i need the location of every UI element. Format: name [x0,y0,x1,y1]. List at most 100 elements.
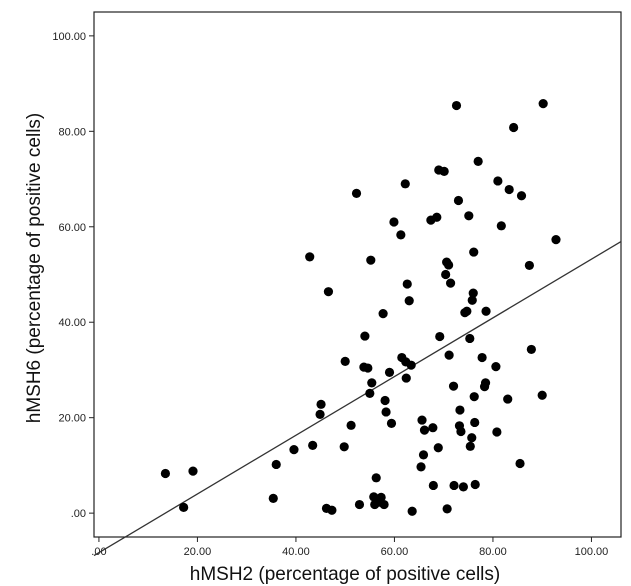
data-point [384,367,395,377]
data-point [419,425,430,435]
data-point [401,373,411,383]
data-point [462,306,472,316]
data-point [477,352,487,363]
data-point [473,156,483,166]
x-tick-label: 80.00 [479,546,507,558]
data-point [308,440,318,450]
data-point [433,443,443,453]
data-point [416,462,426,472]
data-point [323,287,334,297]
data-point [339,442,349,452]
data-point [481,306,491,316]
data-point [354,499,365,510]
plot-frame [93,11,622,538]
data-point [509,122,519,133]
data-point [315,409,325,419]
data-point [268,493,278,503]
data-point [428,480,438,491]
data-point [444,350,454,360]
data-point [160,468,171,479]
data-point [305,252,315,262]
data-point [346,420,356,430]
data-point [386,418,397,429]
data-point [496,221,506,231]
data-point [271,459,281,470]
data-point [467,433,477,443]
data-point [441,269,451,280]
data-point [188,466,198,476]
data-point [493,176,503,186]
data-point [371,473,381,483]
y-tick-label: 40.00 [58,317,86,329]
y-tick-label: 20.00 [58,413,86,425]
x-tick-label: 100.00 [575,546,609,558]
x-axis-title: hMSH2 (percentage of positive cells) [190,564,500,585]
data-point [407,506,417,516]
data-point [327,505,337,515]
data-point [464,211,474,221]
data-point [179,502,189,513]
y-axis: .00 20.00 40.00 60.00 80.00 100.00 [52,31,94,520]
data-point [445,278,456,288]
data-point [470,479,480,490]
data-point [467,295,477,305]
data-point [360,331,370,341]
data-point [435,331,445,342]
data-point [389,217,399,227]
data-point [365,388,375,398]
data-point [504,184,514,195]
data-point [465,333,475,344]
data-point [448,381,459,391]
data-point [503,394,513,404]
data-point [380,395,390,406]
y-axis-title: hMSH6 (percentage of positive cells) [24,113,45,423]
data-point [402,279,412,289]
data-point [363,363,373,373]
data-point [442,504,452,514]
data-point [492,427,502,437]
data-point [470,417,480,428]
data-point [456,426,466,437]
y-tick-label: 80.00 [58,126,86,138]
data-point [538,99,548,109]
data-point [491,362,501,372]
data-point [480,378,491,388]
data-point [376,492,386,502]
data-point [351,188,362,198]
y-tick-label: 60.00 [58,222,86,234]
data-point [468,288,478,298]
data-point [439,166,449,177]
data-point [367,378,377,388]
data-point [451,100,462,111]
data-point [469,392,479,402]
data-point [417,415,427,425]
data-point [432,212,442,222]
data-point [400,179,410,189]
data-point [551,235,561,245]
data-point [406,360,416,370]
data-point [537,390,547,400]
data-point [340,356,350,366]
data-point [449,480,459,491]
data-point [515,458,525,469]
data-point [381,407,391,417]
y-tick-label: .00 [71,508,86,520]
data-points [160,99,561,516]
y-tick-label: 100.00 [52,31,86,43]
data-point [524,260,534,271]
data-point [465,441,475,451]
data-point [516,191,527,201]
data-point [316,399,326,409]
data-point [289,445,299,455]
data-point [378,309,388,319]
data-point [396,230,406,240]
data-point [455,405,465,415]
data-point [366,255,376,265]
data-point [418,450,429,460]
data-point [369,492,379,502]
data-point [444,260,454,270]
data-point [458,482,468,492]
x-tick-label: 60.00 [381,546,409,558]
x-tick-label: 20.00 [184,546,212,558]
